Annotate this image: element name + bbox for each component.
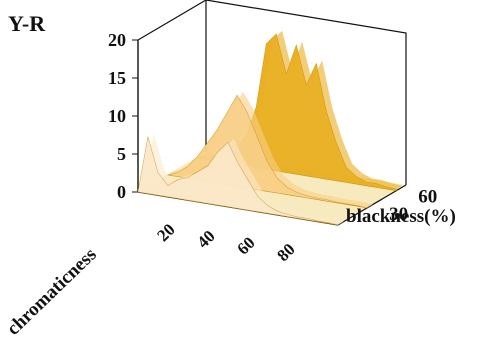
- y-tick-label: 60: [418, 187, 437, 208]
- y-axis-label: blackness(%): [346, 206, 456, 227]
- chart-title: Y-R: [8, 11, 46, 36]
- y-axis-line: [337, 184, 407, 226]
- x-tick-label: 80: [273, 240, 298, 265]
- z-tick-label: 5: [117, 144, 126, 164]
- chart-series-layer: [137, 30, 403, 226]
- z-tick-label: 0: [117, 182, 126, 202]
- z-tick-label: 15: [108, 68, 126, 88]
- back-wall-outline: [137, 0, 407, 185]
- z-tick-label: 10: [108, 106, 126, 126]
- x-tick-label: 40: [193, 226, 218, 251]
- x-axis-label: chromaticness: [3, 244, 101, 340]
- z-tick-label: 20: [108, 30, 126, 50]
- x-tick-label: 20: [153, 220, 178, 245]
- y-tick-label: 30: [389, 204, 408, 225]
- series-top-face-blackness-0: [138, 133, 344, 225]
- x-tick-label: 60: [233, 233, 258, 258]
